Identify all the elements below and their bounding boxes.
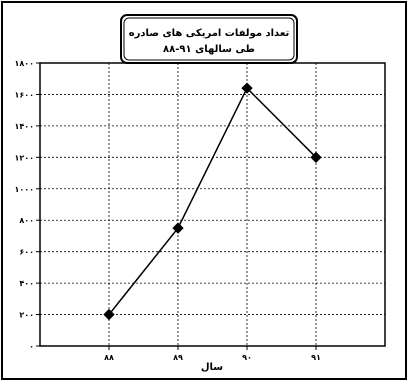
gridlines (40, 63, 385, 346)
axes (36, 62, 317, 350)
plot-area (39, 62, 386, 347)
series-line (108, 86, 317, 316)
chart-border (1, 1, 407, 380)
y-tick-label: ۴۰۰ (19, 279, 34, 288)
title-frame (120, 14, 298, 64)
series-layer (103, 82, 322, 321)
y-tick-label: ۱۶۰۰ (14, 90, 34, 99)
chart-title-line2: طی سالهای ۹۱-۸۸ (163, 44, 255, 55)
y-tick-label: ۶۰۰ (19, 248, 34, 257)
chart-title-box: تعداد مولفات امریکی های صادره طی سالهای … (120, 14, 298, 64)
data-point-marker (310, 151, 322, 163)
y-tick-label: ۲۰۰ (19, 311, 34, 320)
y-tick-label: ۰ (29, 342, 34, 351)
data-point-marker (172, 222, 184, 234)
y-tick-label: ۱۰۰۰ (14, 185, 34, 194)
y-tick-label: ۱۴۰۰ (14, 122, 34, 131)
x-tick-label: ۸۸ (104, 353, 114, 362)
y-tick-label: ۱۲۰۰ (14, 153, 34, 162)
x-tick-label: ۹۱ (311, 353, 321, 362)
tick-labels: ۰ ۲۰۰ ۴۰۰ ۶۰۰ ۸۰۰ ۱۰۰۰ ۱۲۰۰ ۱۴۰۰ ۱۶۰۰ ۱۸۰۰ ۸۸ ۸۹ ۹۰ ۹… (14, 59, 320, 362)
y-tick-label: ۱۸۰۰ (14, 59, 34, 68)
y-tick-label: ۸۰۰ (19, 216, 34, 225)
x-axis-label: سال (201, 362, 223, 373)
x-tick-label: ۹۰ (242, 353, 252, 362)
x-tick-label: ۸۹ (173, 353, 183, 362)
title-frame-inner (123, 17, 295, 61)
chart-title-line1: تعداد مولفات امریکی های صادره (129, 28, 290, 39)
